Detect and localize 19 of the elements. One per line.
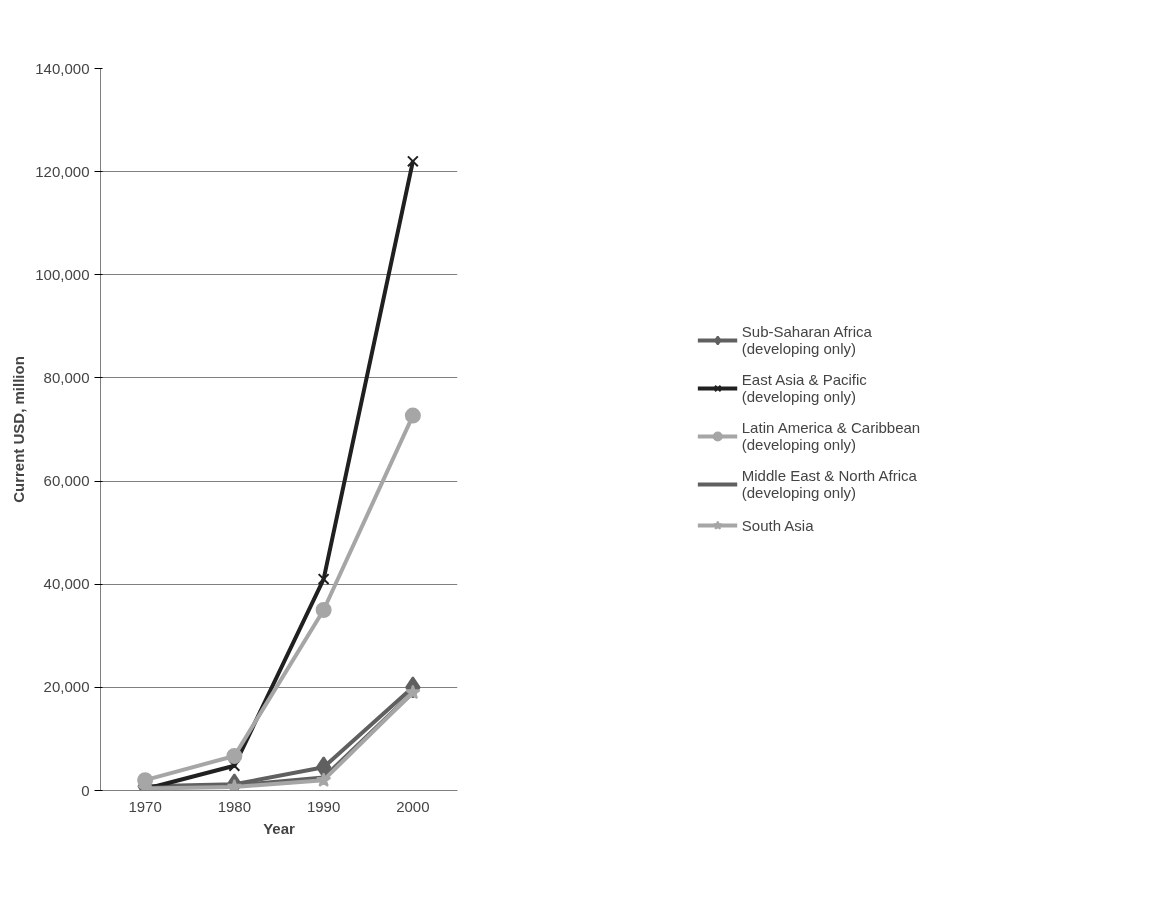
y-tick-label: 80,000 <box>43 368 90 386</box>
y-tick-label: 60,000 <box>43 472 90 490</box>
y-tick-label: 120,000 <box>35 162 90 180</box>
x-axis-title: Year <box>263 819 296 837</box>
legend-label: South Asia <box>741 516 814 534</box>
x-tick-label: 1980 <box>217 797 252 815</box>
y-tick-label: 40,000 <box>43 575 90 593</box>
x-tick-label: 2000 <box>396 797 430 815</box>
y-tick-label: 20,000 <box>43 678 90 696</box>
y-tick-label: 100,000 <box>35 265 90 283</box>
legend-label: Latin America & Caribbean (developing only) <box>741 419 921 453</box>
y-tick-label: 0 <box>81 781 90 799</box>
x-tick-label: 1970 <box>128 797 162 815</box>
legend-label: Middle East & North Africa (developing only) <box>741 467 917 501</box>
legend-label: East Asia & Pacific (developing only) <box>741 371 867 405</box>
y-axis-title: Current USD, million <box>10 356 28 503</box>
y-tick-label: 140,000 <box>35 59 90 77</box>
x-tick-label: 1990 <box>306 797 341 815</box>
legend-label: Sub-Saharan Africa (developing only) <box>741 323 872 357</box>
